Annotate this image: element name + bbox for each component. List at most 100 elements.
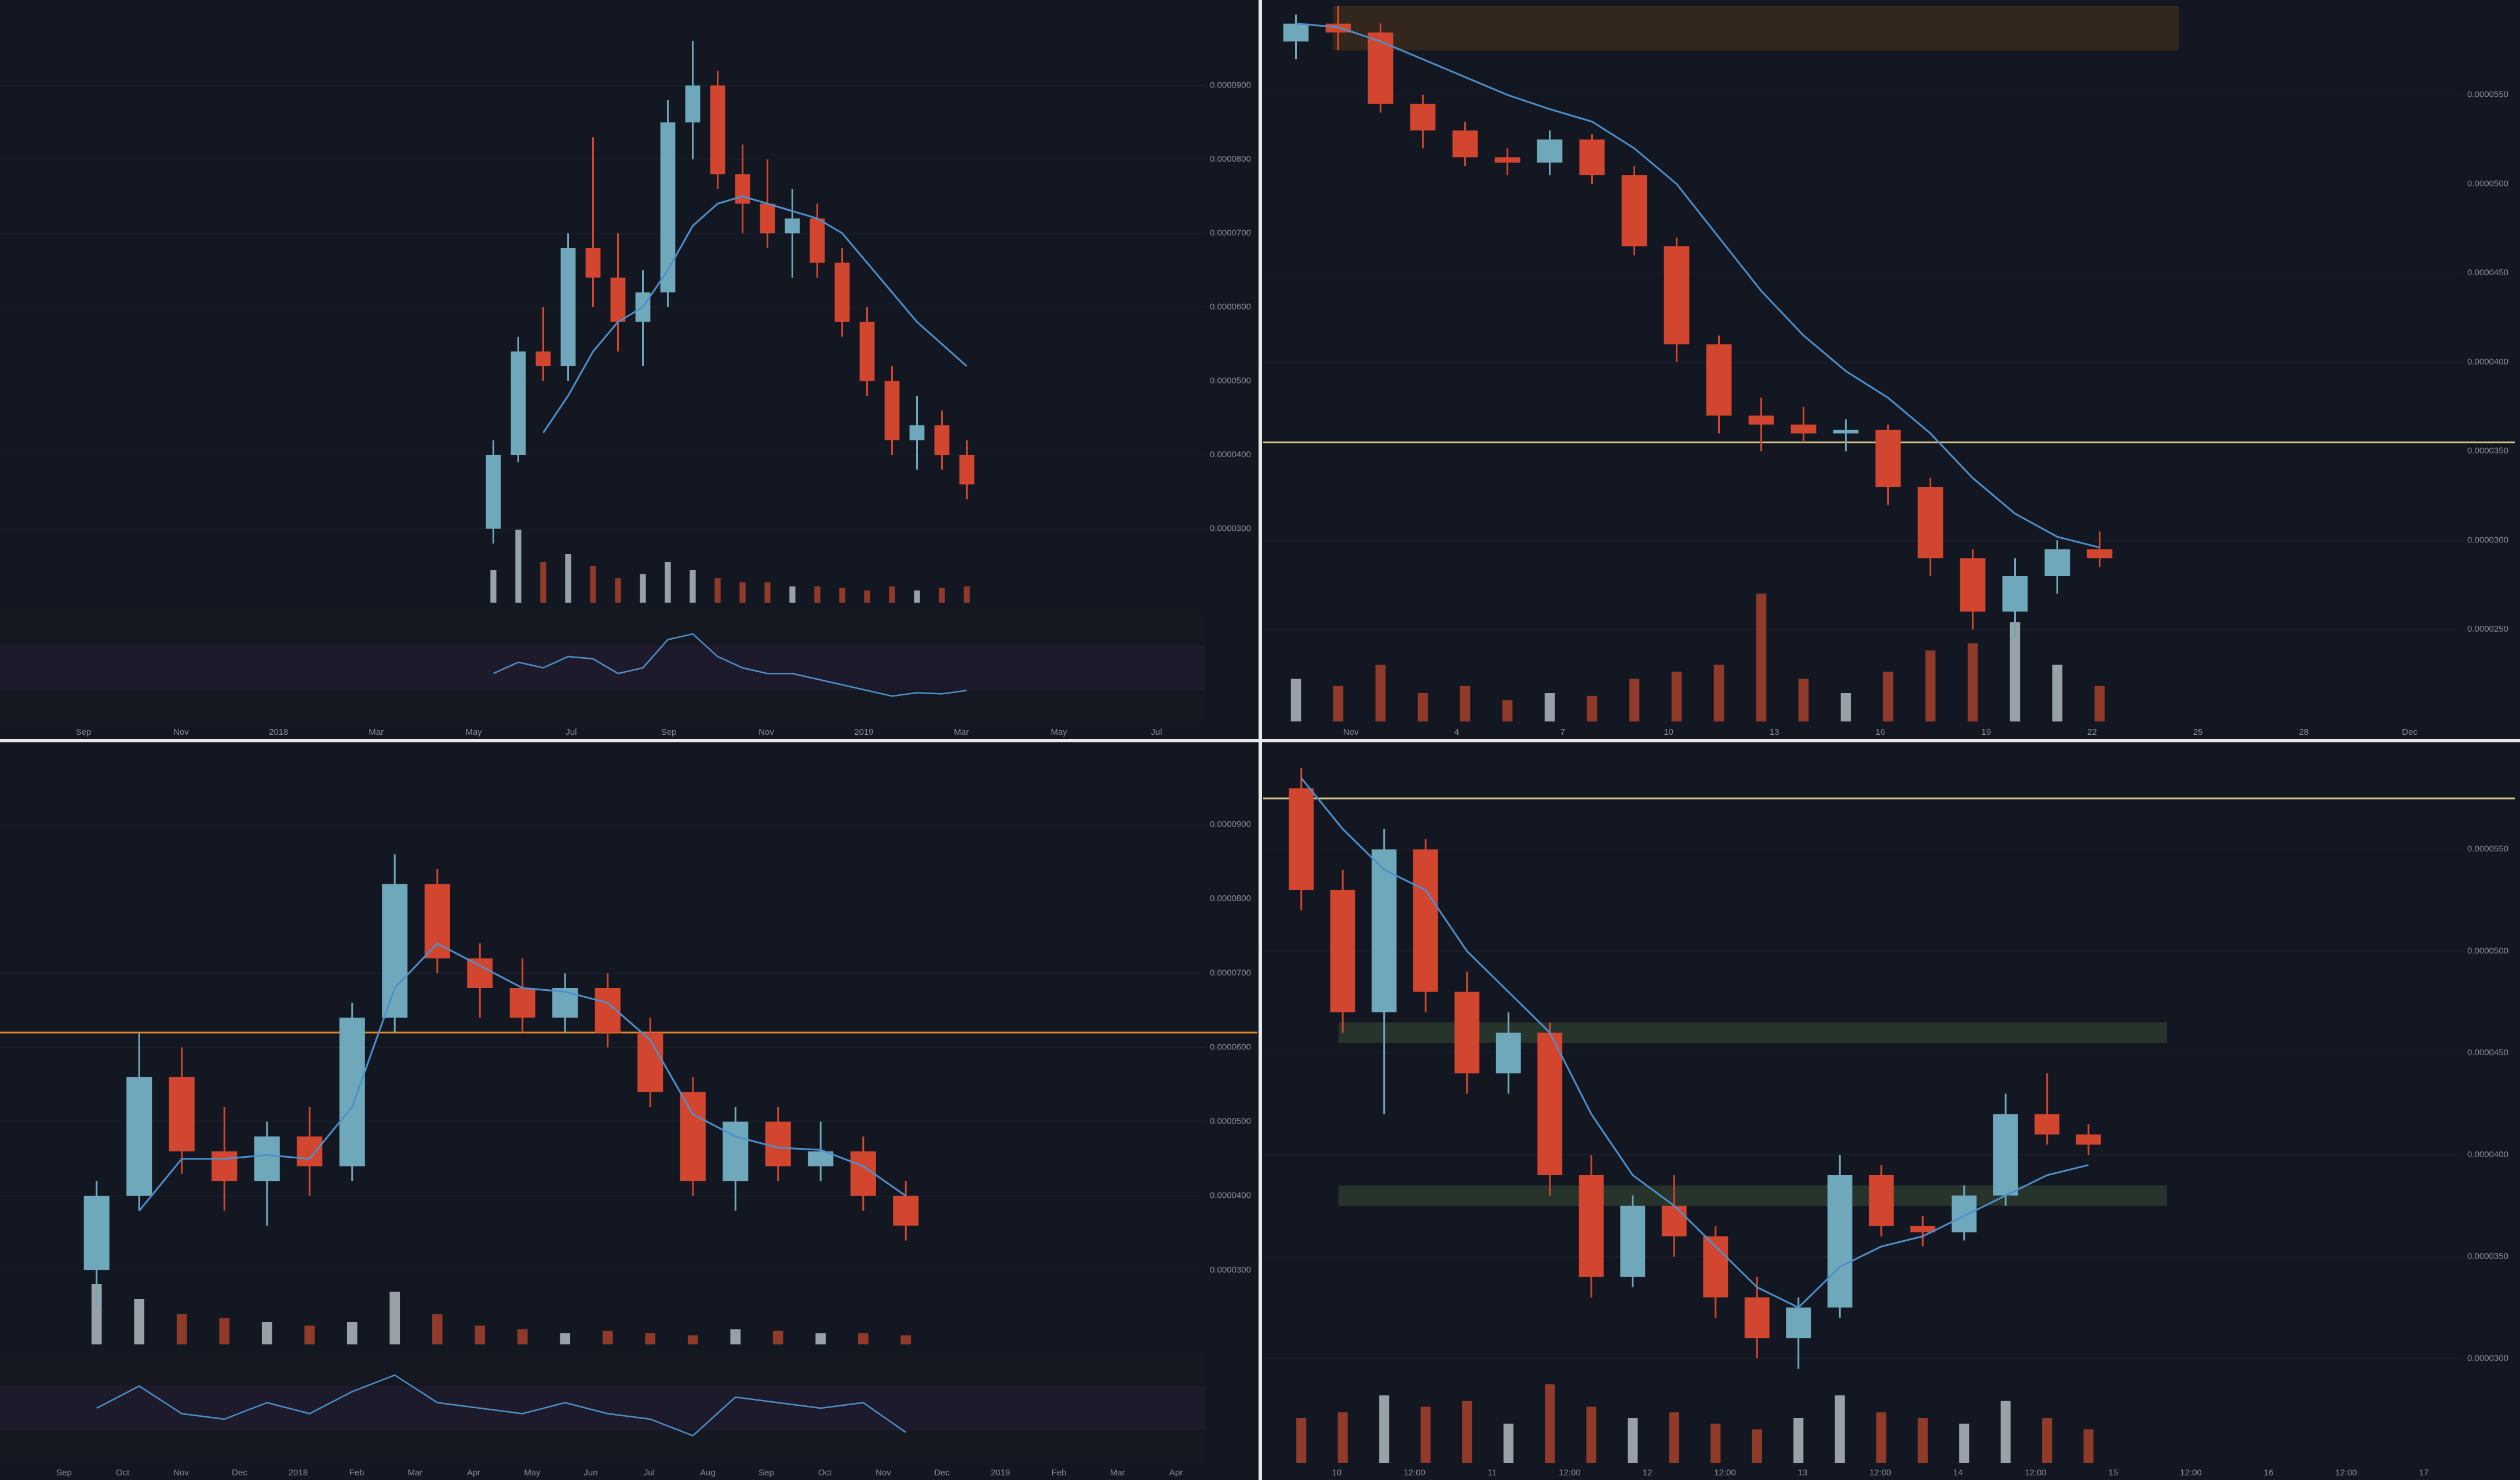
volume-bar [789,586,796,603]
rsi-band [0,645,1205,691]
x-tick-label: 2018 [269,727,288,737]
y-tick-label: 0.0000600 [1210,302,1251,312]
volume-bar [939,588,945,603]
x-tick-label: Mar [1110,1468,1125,1478]
x-tick-label: Jun [583,1468,597,1478]
candle-body [424,884,450,958]
volume-bar [1876,1412,1887,1463]
volume-bar [687,1335,698,1344]
volume-bar [2052,665,2063,721]
candle-body [1367,32,1394,104]
volume-bar [1967,643,1978,721]
candle-body [126,1077,152,1196]
volume-bar [645,1333,656,1344]
candle-body [297,1136,323,1166]
candle-body [1579,139,1605,176]
x-tick-label: 12 [1643,1468,1653,1478]
x-tick-label: Nov [173,1468,189,1478]
candle-body [1496,1033,1521,1074]
x-tick-label: Apr [1169,1468,1183,1478]
y-tick-label: 0.0000500 [1210,1117,1251,1127]
volume-bar [730,1329,741,1344]
x-tick-label: 12:00 [1869,1468,1891,1478]
candle-body [1330,890,1355,1012]
candle-body [1537,1033,1563,1175]
candle-body [1494,157,1520,163]
x-tick-label: May [524,1468,541,1478]
x-tick-label: 16 [2264,1468,2274,1478]
candle-body [959,455,975,484]
x-tick-label: Jul [1151,727,1162,737]
candle-body [765,1121,791,1166]
candle-body [680,1092,706,1182]
candle-body [339,1018,365,1166]
candle-body [382,884,408,1018]
volume-bar [304,1325,315,1344]
volume-bar [839,588,845,603]
volume-bar [1917,1418,1928,1463]
candle-body [1289,788,1314,890]
volume-bar [2000,1401,2011,1463]
candle-body [760,203,775,234]
y-tick-label: 0.0000400 [1210,450,1251,460]
volume-bar [815,1333,826,1344]
candle-body [254,1136,280,1182]
volume-bar [889,586,895,603]
candle-body [1452,130,1478,158]
candle-body [1875,429,1901,487]
candle-body [535,351,551,366]
x-tick-label: Feb [349,1468,364,1478]
volume-bar [590,566,596,603]
rsi-line [96,1374,906,1437]
x-tick-label: 17 [2419,1468,2429,1478]
volume-bar [1337,1412,1348,1463]
volume-bar [540,562,546,603]
x-tick-label: Sep [758,1468,774,1478]
y-tick-label: 0.0000900 [1210,819,1251,829]
y-tick-label: 0.0000350 [2467,446,2508,456]
x-tick-label: 12:00 [1403,1468,1425,1478]
x-tick-label: Nov [173,727,189,737]
candle-body [1960,558,1986,612]
candle-body [1706,344,1732,416]
candle-body [1833,429,1859,433]
candle-body [934,425,950,455]
volume-bar [565,554,571,603]
volume-bar [1752,1429,1762,1463]
x-tick-label: Mar [369,727,384,737]
y-tick-label: 0.0000800 [1210,894,1251,903]
volume-bar [772,1330,783,1344]
candle-body [552,988,578,1018]
y-tick-label: 0.0000250 [2467,624,2508,634]
volume-bar [1669,1412,1679,1463]
volume-bar [858,1333,869,1344]
x-tick-label: 10 [1332,1468,1342,1478]
x-tick-label: Jul [644,1468,655,1478]
candle-body [809,218,825,263]
volume-bar [91,1284,102,1344]
y-tick-label: 0.0000300 [2467,1353,2508,1363]
y-tick-label: 0.0000500 [1210,376,1251,385]
candle-body [785,218,800,234]
x-tick-label: 14 [1953,1468,1963,1478]
volume-bar [665,562,671,603]
x-tick-label: Dec [2402,727,2417,737]
candle-body [859,322,875,381]
volume-bar [1462,1401,1472,1463]
candle-body [509,988,535,1018]
volume-bar [864,590,870,603]
y-tick-label: 0.0000450 [2467,268,2508,278]
candle-body [1537,139,1563,163]
volume-bar [640,574,646,603]
volume-bar [1671,672,1682,721]
candle-body [660,122,676,293]
y-tick-label: 0.0000450 [2467,1048,2508,1058]
x-tick-label: 16 [1876,727,1886,737]
y-tick-label: 0.0000550 [2467,844,2508,854]
volume-bar [560,1333,571,1344]
y-tick-label: 0.0000300 [1210,1265,1251,1275]
x-tick-label: Dec [232,1468,247,1478]
volume-bar [2042,1418,2052,1463]
candle-body [1952,1195,1977,1233]
volume-bar [1925,650,1936,721]
